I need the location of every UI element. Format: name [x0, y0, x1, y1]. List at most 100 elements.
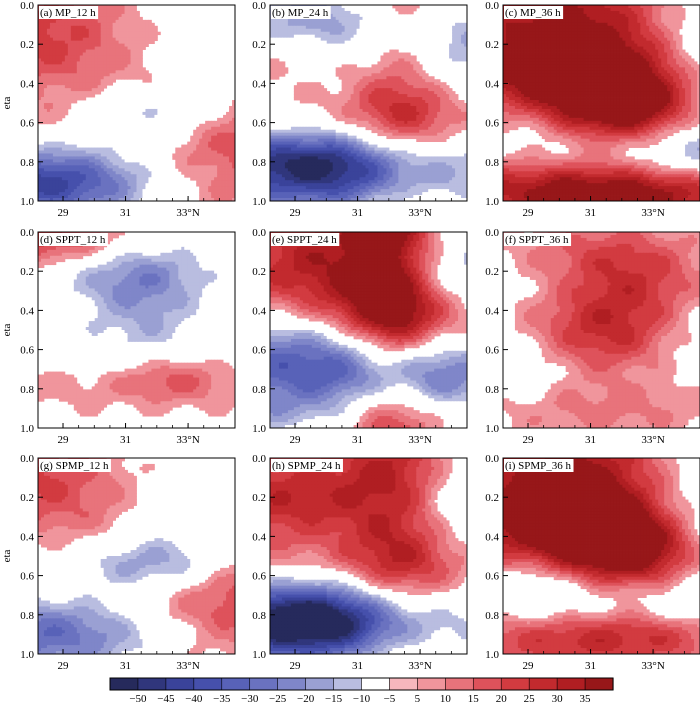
contour-cell	[344, 108, 348, 113]
contour-cell	[115, 52, 119, 56]
contour-cell	[211, 141, 215, 145]
contour-cell	[452, 28, 456, 33]
contour-cell	[434, 129, 438, 134]
contour-cell	[214, 150, 218, 154]
contour-cell	[76, 183, 81, 187]
contour-cell	[226, 129, 230, 134]
contour-cell	[196, 126, 200, 131]
contour-cell	[392, 82, 396, 86]
contour-cell	[338, 43, 343, 47]
contour-cell	[392, 49, 396, 53]
contour-cell	[58, 25, 63, 30]
contour-cell	[79, 186, 84, 190]
contour-cell	[85, 55, 90, 59]
contour-cell	[52, 141, 57, 145]
contour-cell	[64, 88, 69, 92]
contour-cell	[419, 117, 423, 122]
contour-cell	[371, 19, 375, 24]
contour-cell	[190, 147, 194, 151]
contour-cell	[190, 162, 194, 166]
contour-cell	[437, 129, 441, 134]
contour-cell	[139, 76, 143, 80]
contour-cell	[76, 162, 81, 166]
contour-cell	[395, 7, 399, 12]
contour-cell	[446, 103, 450, 107]
contour-cell	[181, 168, 185, 172]
contour-cell	[139, 49, 143, 53]
contour-cell	[196, 159, 200, 163]
contour-cell	[127, 198, 131, 201]
contour-cell	[55, 79, 60, 83]
contour-cell	[344, 114, 348, 119]
contour-cell	[341, 162, 346, 166]
contour-cell	[208, 195, 212, 199]
contour-cell	[136, 13, 140, 18]
contour-cell	[347, 97, 351, 101]
contour-cell	[392, 55, 396, 59]
contour-cell	[353, 40, 357, 45]
contour-cell	[118, 58, 122, 62]
contour-cell	[208, 141, 212, 145]
contour-cell	[76, 34, 81, 39]
contour-cell	[226, 180, 230, 184]
contour-cell	[299, 159, 304, 163]
contour-cell	[356, 5, 360, 9]
contour-cell	[455, 10, 459, 15]
contour-cell	[38, 22, 42, 27]
contour-cell	[136, 37, 140, 42]
contour-cell	[58, 159, 63, 163]
contour-cell	[214, 159, 218, 163]
contour-cell	[398, 94, 402, 98]
contour-cell	[395, 108, 399, 113]
contour-cell	[136, 192, 140, 196]
contour-cell	[338, 153, 343, 157]
contour-cell	[299, 19, 304, 24]
contour-cell	[97, 16, 102, 21]
contour-cell	[347, 138, 351, 143]
contour-cell	[214, 138, 218, 143]
contour-cell	[344, 105, 348, 110]
contour-cell	[70, 37, 75, 42]
contour-cell	[40, 192, 45, 196]
contour-cell	[46, 192, 51, 196]
contour-cell	[112, 49, 116, 53]
contour-cell	[281, 150, 286, 154]
contour-cell	[314, 34, 319, 39]
contour-cell	[323, 129, 328, 134]
contour-cell	[443, 28, 447, 33]
contour-cell	[226, 123, 230, 128]
contour-cell	[278, 34, 283, 39]
contour-cell	[455, 67, 459, 71]
contour-cell	[314, 85, 319, 89]
contour-cell	[308, 123, 313, 128]
contour-cell	[133, 165, 137, 169]
contour-cell	[389, 76, 393, 80]
contour-cell	[458, 147, 462, 151]
contour-cell	[106, 168, 111, 172]
contour-cell	[455, 43, 459, 47]
contour-cell	[410, 114, 414, 119]
contour-cell	[67, 150, 72, 154]
contour-cell	[335, 132, 340, 137]
contour-cell	[431, 88, 435, 92]
contour-cell	[55, 100, 60, 104]
contour-cell	[281, 159, 286, 163]
contour-cell	[100, 165, 105, 169]
contour-cell	[115, 16, 119, 21]
contour-cell	[97, 67, 102, 71]
contour-cell	[443, 103, 447, 107]
contour-cell	[214, 180, 218, 184]
contour-cell	[121, 31, 125, 36]
contour-cell	[67, 37, 72, 42]
contour-cell	[103, 58, 108, 62]
contour-cell	[359, 22, 363, 27]
contour-cell	[350, 31, 354, 36]
contour-cell	[43, 189, 48, 193]
contour-cell	[278, 43, 283, 47]
contour-cell	[136, 153, 140, 157]
contour-cell	[422, 91, 426, 95]
contour-cell	[217, 165, 221, 169]
contour-cell	[270, 76, 274, 80]
contour-cell	[49, 111, 54, 116]
contour-cell	[377, 94, 381, 98]
